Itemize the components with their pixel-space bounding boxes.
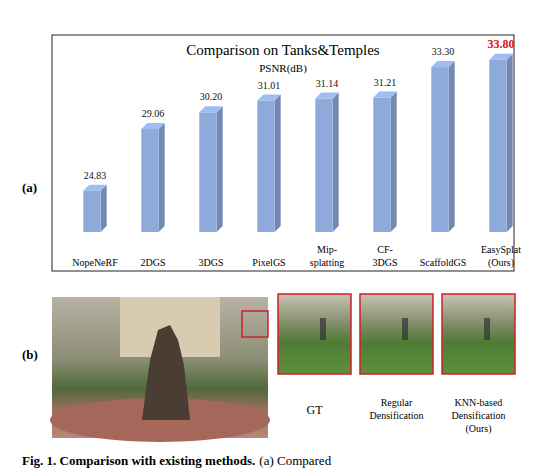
caption: Fig. 1. Comparison with existing methods… (22, 453, 332, 468)
bar (141, 129, 158, 232)
chart-subtitle: PSNR(dB) (259, 62, 307, 75)
x-tick-label: 2DGS (140, 257, 165, 268)
data-labels: 24.83 29.06 30.20 31.01 31.14 31.21 33.30 33.80 (84, 37, 515, 181)
panel-label: (b) (22, 347, 38, 362)
crop-label: RegularDensification (370, 397, 424, 421)
bar-top (257, 95, 280, 101)
x-tick-label: CF-3DGS (372, 244, 397, 268)
bar-top (489, 54, 512, 60)
x-tick-label: PixelGS (252, 257, 285, 268)
highlight-box (242, 311, 268, 337)
bar-side (275, 95, 281, 232)
bar-top (315, 93, 338, 99)
crop-border (360, 294, 433, 374)
bar (199, 112, 216, 232)
crop: RegularDensification (360, 294, 433, 421)
statue (142, 325, 190, 420)
bar-side (333, 93, 339, 232)
bar-side (159, 123, 165, 232)
bar-top (83, 185, 106, 191)
bar (315, 99, 332, 232)
data-label: 31.21 (374, 77, 397, 88)
panel-label: (a) (22, 180, 37, 195)
bar-top (141, 123, 164, 129)
bar (431, 67, 448, 232)
x-tick-labels: NopeNeRF 2DGS 3DGS PixelGS Mip-splatting CF-3… (72, 244, 521, 269)
crop-image (360, 294, 433, 374)
bars (83, 54, 512, 232)
x-tick-label: NopeNeRF (72, 257, 118, 268)
chart-frame (52, 35, 514, 271)
crop-label: GT (307, 403, 324, 417)
bar-side (217, 106, 223, 232)
data-label: 24.83 (84, 170, 107, 181)
data-label: 31.14 (316, 78, 339, 89)
x-tick-label: 3DGS (198, 257, 223, 268)
bar-side (391, 92, 397, 232)
data-label: 33.30 (432, 46, 455, 57)
data-label: 31.01 (258, 80, 281, 91)
caption-label: Fig. 1. Comparison with existing methods… (22, 453, 255, 468)
crop: GT (278, 294, 351, 417)
crop-border (278, 294, 351, 374)
x-tick-label: ScaffoldGS (420, 257, 466, 268)
photo (50, 297, 270, 442)
crop-image (442, 294, 515, 374)
crop-figure (402, 318, 408, 340)
crop-figure (320, 318, 326, 340)
caption-text: (a) Compared (259, 453, 331, 468)
x-tick-label: Mip-splatting (310, 244, 344, 268)
crop-image (278, 294, 351, 374)
data-label: 30.20 (200, 91, 223, 102)
crop: KNN-basedDensification(Ours) (442, 294, 515, 435)
crop-label: KNN-basedDensification(Ours) (452, 397, 506, 435)
bar-side (449, 61, 455, 232)
bar (489, 60, 506, 232)
bar (257, 101, 274, 232)
bar-top (431, 61, 454, 67)
figure: Comparison on Tanks&TemplesPSNR(dB)24.83… (0, 0, 560, 470)
data-label: 29.06 (142, 108, 165, 119)
x-tick-label: EasySplat(Ours) (481, 244, 521, 269)
bar-side (507, 54, 513, 232)
crop-border (442, 294, 515, 374)
bar (373, 98, 390, 232)
bar-top (373, 92, 396, 98)
crop-figure (484, 318, 490, 340)
data-label: 33.80 (488, 37, 515, 51)
bar-top (199, 106, 222, 112)
chart-title: Comparison on Tanks&Temples (186, 42, 380, 58)
bar-side (101, 185, 107, 232)
bar (83, 191, 100, 232)
